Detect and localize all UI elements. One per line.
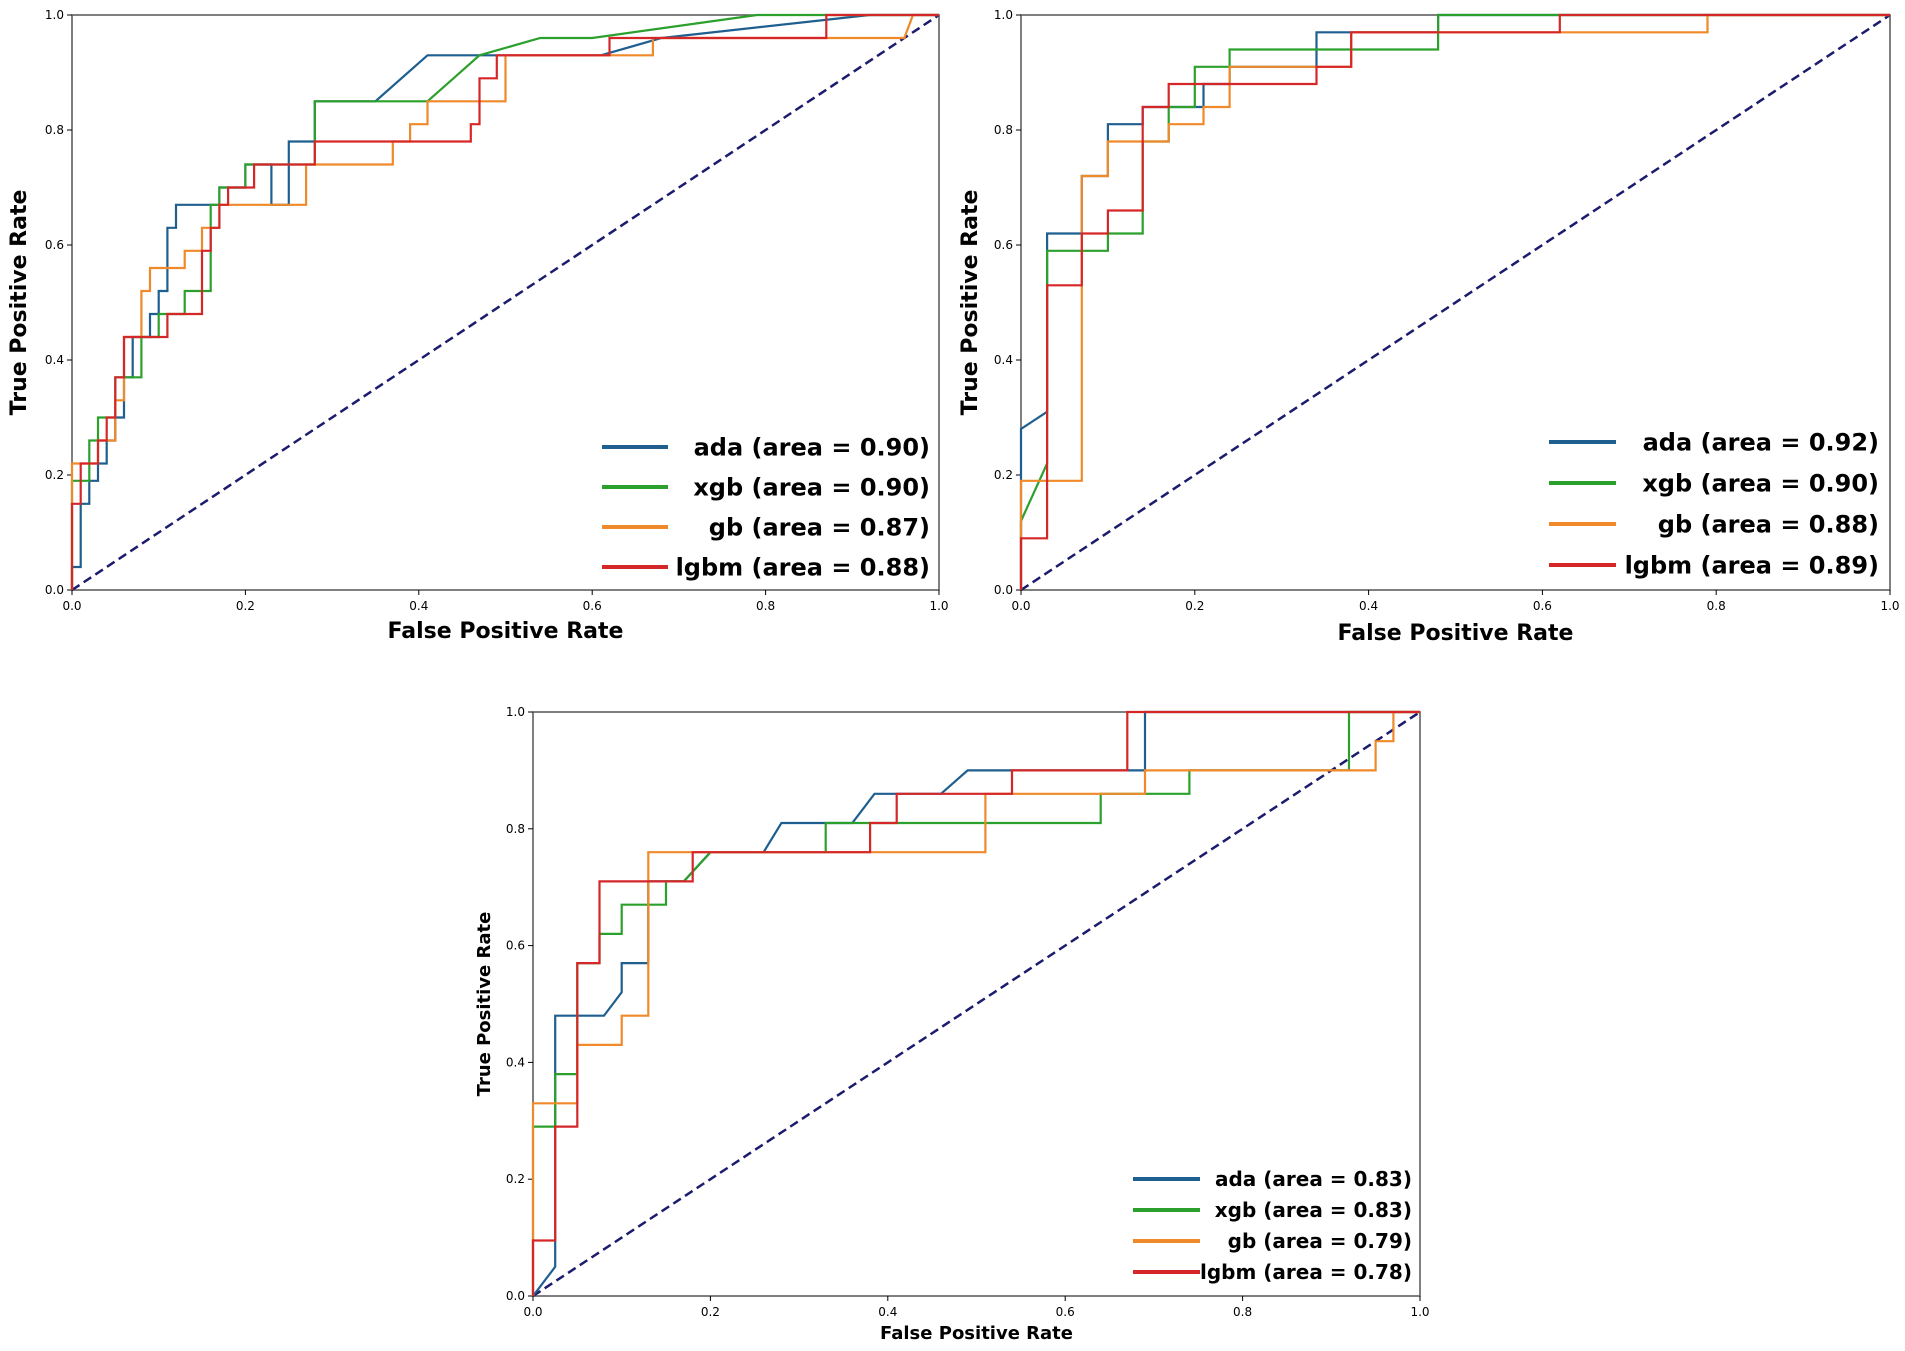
legend-label-gb: gb (area = 0.79): [1228, 1229, 1412, 1253]
y-axis-title: True Positive Rate: [474, 912, 495, 1097]
plot-frame: [532, 711, 1421, 1297]
x-tick-label: 0.0: [62, 599, 81, 613]
legend-label-xgb: xgb (area = 0.90): [693, 473, 930, 501]
x-tick-label: 0.4: [878, 1305, 897, 1319]
roc-chart-top-right: 0.0 0.2 0.4 0.6 0.8 1.0 0.0 0.2 0.4 0.6 0.8 1.0 Fals…: [950, 0, 1905, 660]
legend-label-ada: ada (area = 0.90): [694, 433, 930, 461]
x-tick-label: 0.2: [1185, 599, 1204, 613]
x-tick-label: 0.6: [583, 599, 602, 613]
x-tick-label: 0.6: [1056, 1305, 1075, 1319]
x-tick-label: 0.4: [1359, 599, 1378, 613]
legend-label-lgbm: lgbm (area = 0.89): [1625, 551, 1879, 579]
y-tick-label: 0.8: [45, 123, 64, 137]
y-tick-label: 1.0: [506, 705, 525, 719]
y-axis-title: True Positive Rate: [7, 190, 32, 416]
roc-curve-lgbm: [1019, 13, 1890, 590]
y-tick-label: 0.0: [506, 1289, 525, 1303]
roc-chart-top-left: 0.0 0.2 0.4 0.6 0.8 1.0 0.0 0.2 0.4 0.6 0.8 1.0 Fals…: [0, 0, 950, 660]
legend-label-lgbm: lgbm (area = 0.78): [1200, 1260, 1412, 1284]
x-tick-label: 0.2: [236, 599, 255, 613]
legend-label-lgbm: lgbm (area = 0.88): [676, 553, 930, 581]
x-tick-label: 1.0: [929, 599, 948, 613]
x-tick-label: 0.0: [523, 1305, 542, 1319]
y-tick-label: 1.0: [994, 8, 1013, 22]
x-axis-title: False Positive Rate: [1338, 621, 1574, 646]
y-tick-label: 0.6: [506, 939, 525, 953]
y-tick-label: 0.8: [994, 123, 1013, 137]
x-axis-title: False Positive Rate: [880, 1323, 1073, 1344]
y-tick-label: 0.2: [506, 1172, 525, 1186]
roc-chart-svg: 0.0 0.2 0.4 0.6 0.8 1.0 0.0 0.2 0.4 0.6 0.8 1.0 Fals…: [474, 705, 1430, 1344]
y-tick-label: 0.2: [45, 468, 64, 482]
diagonal-reference-line: [532, 710, 1421, 1298]
diagonal-reference-line: [1020, 13, 1891, 592]
x-tick-label: 1.0: [1410, 1305, 1429, 1319]
x-tick-label: 0.2: [701, 1305, 720, 1319]
y-tick-label: 0.0: [45, 583, 64, 597]
legend-label-ada: ada (area = 0.83): [1215, 1167, 1412, 1191]
y-tick-label: 0.6: [994, 238, 1013, 252]
x-tick-label: 0.8: [756, 599, 775, 613]
y-tick-label: 0.4: [45, 353, 64, 367]
y-tick-label: 0.2: [994, 468, 1013, 482]
x-tick-label: 0.8: [1707, 599, 1726, 613]
x-tick-label: 0.4: [409, 599, 428, 613]
roc-chart-svg: 0.0 0.2 0.4 0.6 0.8 1.0 0.0 0.2 0.4 0.6 0.8 1.0 Fals…: [958, 8, 1900, 646]
roc-chart-svg: 0.0 0.2 0.4 0.6 0.8 1.0 0.0 0.2 0.4 0.6 0.8 1.0 Fals…: [7, 8, 949, 644]
legend-label-gb: gb (area = 0.88): [1658, 510, 1879, 538]
plot-frame: [71, 14, 940, 591]
legend-label-ada: ada (area = 0.92): [1643, 428, 1879, 456]
y-tick-label: 1.0: [45, 8, 64, 22]
legend-label-xgb: xgb (area = 0.83): [1215, 1198, 1412, 1222]
x-tick-label: 1.0: [1880, 599, 1899, 613]
roc-curve-xgb: [70, 13, 939, 590]
y-tick-label: 0.8: [506, 822, 525, 836]
y-tick-label: 0.4: [506, 1055, 525, 1069]
roc-curve-lgbm: [70, 13, 939, 590]
x-tick-label: 0.0: [1011, 599, 1030, 613]
y-tick-label: 0.0: [994, 583, 1013, 597]
diagonal-reference-line: [71, 13, 940, 592]
legend-label-gb: gb (area = 0.87): [709, 513, 930, 541]
x-tick-label: 0.6: [1533, 599, 1552, 613]
y-tick-label: 0.6: [45, 238, 64, 252]
roc-chart-bottom: 0.0 0.2 0.4 0.6 0.8 1.0 0.0 0.2 0.4 0.6 0.8 1.0 Fals…: [460, 700, 1460, 1351]
x-tick-label: 0.8: [1233, 1305, 1252, 1319]
x-axis-title: False Positive Rate: [388, 619, 624, 644]
roc-curve-lgbm: [531, 710, 1420, 1296]
y-tick-label: 0.4: [994, 353, 1013, 367]
legend-label-xgb: xgb (area = 0.90): [1642, 469, 1879, 497]
y-axis-title: True Positive Rate: [958, 190, 983, 416]
